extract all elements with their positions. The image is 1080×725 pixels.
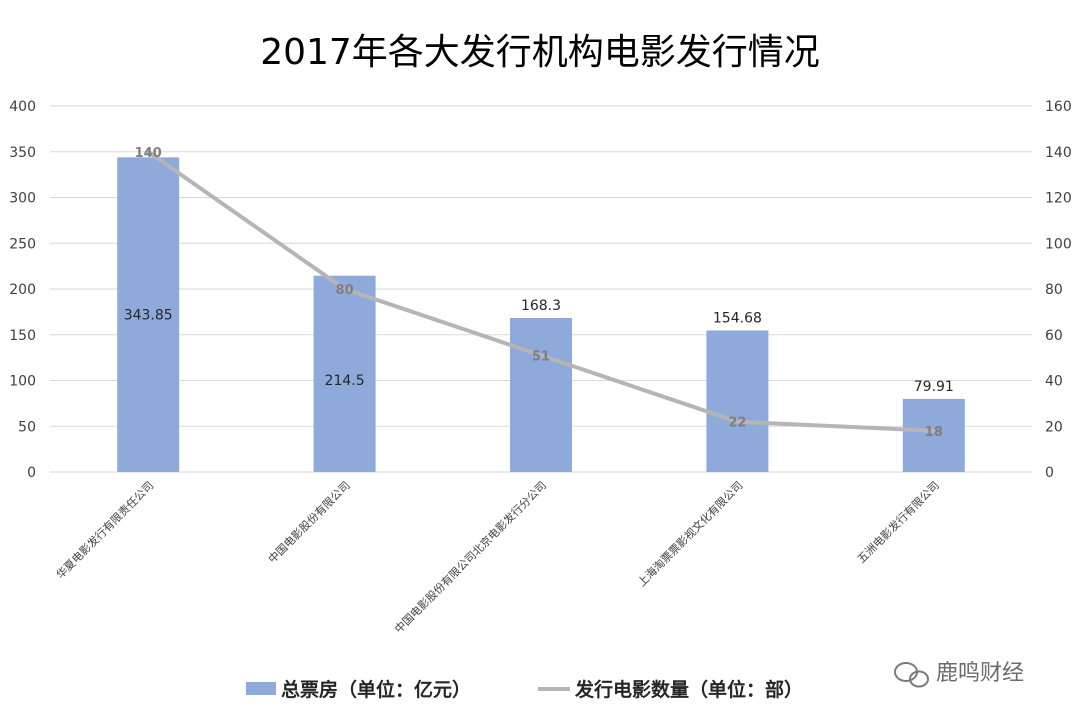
left-tick-label: 250 [9,236,36,252]
watermark: 鹿鸣财经 [894,661,1024,688]
line-value-label: 51 [532,349,550,364]
line-point [735,419,740,424]
legend-label-line: 发行电影数量（单位：部） [574,678,803,701]
legend-label-bar: 总票房（单位：亿元） [281,678,471,701]
bar-value-label: 168.3 [521,298,561,314]
left-tick-label: 350 [9,145,36,161]
line-layer: 140 80 51 22 18 [135,146,943,440]
right-axis: 0 20 40 60 80 100 120 140 160 [1045,99,1072,481]
right-tick-label: 120 [1045,191,1072,207]
left-tick-label: 150 [9,328,36,344]
bar [706,330,769,472]
bar [902,398,965,472]
line-point [931,428,936,433]
right-tick-label: 80 [1045,282,1063,298]
bar-value-label: 79.91 [914,379,954,395]
category-labels: 华夏电影发行有限责任公司 中国电影股份有限公司 中国电影股份有限公司北京电影发行分公… [53,478,942,636]
bar-value-label: 154.68 [713,310,762,326]
right-tick-label: 60 [1045,328,1063,344]
line-value-label: 18 [925,425,943,440]
line-point [342,287,347,291]
category-label: 五洲电影发行有限公司 [854,478,942,566]
category-label: 中国电影股份有限公司北京电影发行分公司 [391,478,549,636]
right-tick-label: 100 [1045,236,1072,252]
right-tick-label: 20 [1045,419,1063,435]
bar-value-label: 343.85 [124,308,173,324]
left-tick-label: 100 [9,374,36,390]
bar [510,318,572,472]
legend: 总票房（单位：亿元） 发行电影数量（单位：部） [246,678,803,701]
chart-title: 2017年各大发行机构电影发行情况 [260,32,820,73]
legend-swatch-bar [246,682,276,695]
line-value-label: 22 [728,416,746,431]
left-tick-label: 300 [9,191,36,207]
left-tick-label: 200 [9,282,36,298]
bar [313,275,376,472]
right-tick-label: 0 [1045,465,1054,481]
right-tick-label: 140 [1045,145,1072,161]
right-tick-label: 160 [1045,99,1072,115]
bar [117,157,180,472]
wechat-icon [894,662,929,688]
category-label: 上海淘票票影视文化有限公司 [635,478,746,589]
category-label: 华夏电影发行有限责任公司 [53,478,156,581]
line-point [146,149,151,154]
watermark-text: 鹿鸣财经 [936,661,1024,686]
left-tick-label: 50 [18,419,36,435]
line-point [539,353,543,358]
right-tick-label: 40 [1045,374,1063,390]
category-label: 中国电影股份有限公司 [265,478,353,566]
bars-layer: 343.85 214.5 168.3 154.68 79.91 [117,157,965,472]
left-axis: 0 50 100 150 200 250 300 350 400 [9,99,36,481]
line-value-label: 140 [135,146,162,161]
bar-value-label: 214.5 [325,373,365,389]
left-tick-label: 400 [9,99,36,115]
left-tick-label: 0 [27,465,36,481]
line-value-label: 80 [336,283,354,298]
